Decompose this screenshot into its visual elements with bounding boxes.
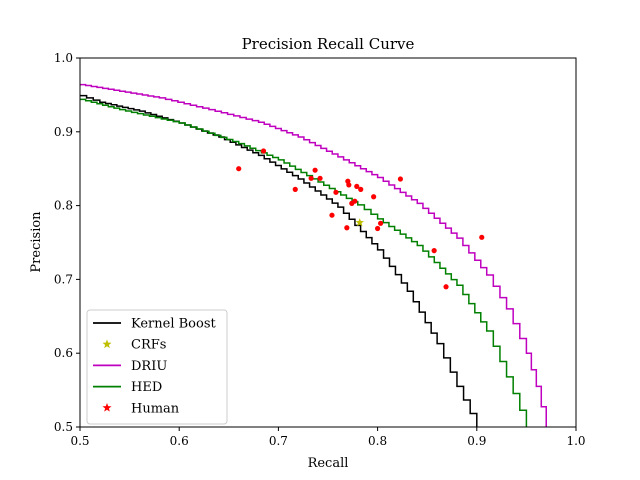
chart-title: Precision Recall Curve [242, 35, 415, 53]
x-tick-label: 0.6 [170, 434, 189, 448]
human-point [397, 176, 404, 182]
y-tick-label: 0.9 [54, 125, 73, 139]
crfs-point [355, 218, 365, 227]
y-tick-label: 0.6 [54, 346, 73, 360]
x-tick-label: 0.9 [467, 434, 486, 448]
hed-curve [80, 98, 528, 427]
x-tick-label: 0.7 [269, 434, 288, 448]
plot-series-group [80, 83, 547, 427]
human-point [292, 186, 298, 192]
y-axis-label: Precision [29, 211, 44, 273]
human-point [333, 189, 339, 195]
plot-frame [79, 57, 577, 428]
y-axis-ticks: 0.5 0.6 0.7 0.8 0.9 1.0 [54, 51, 80, 434]
human-point [443, 284, 449, 290]
human-point [354, 183, 360, 190]
x-tick-label: 0.8 [368, 434, 387, 448]
x-axis-label: Recall [308, 456, 349, 471]
kernel-boost-curve [80, 94, 478, 427]
human-point [346, 182, 352, 188]
human-point [375, 225, 381, 232]
human-point [371, 194, 377, 200]
y-tick-label: 0.5 [54, 420, 73, 434]
human-point [236, 166, 242, 172]
human-point [308, 175, 314, 181]
y-tick-label: 0.7 [54, 272, 73, 286]
human-point [260, 148, 267, 154]
legend-label-hed: HED [131, 380, 162, 395]
human-point [317, 175, 323, 181]
human-point [344, 225, 350, 231]
human-point [377, 220, 384, 226]
x-tick-label: 1.0 [566, 434, 585, 448]
legend-box [86, 309, 228, 425]
x-tick-label: 0.5 [70, 434, 89, 448]
x-axis-ticks: 0.5 0.6 0.7 0.8 0.9 1.0 [70, 427, 586, 448]
human-point [358, 186, 364, 192]
legend: Kernel Boost CRFs DRIU HED Human [86, 309, 228, 425]
human-point [352, 198, 358, 204]
legend-label-crfs: CRFs [131, 338, 166, 353]
human-point [329, 212, 335, 218]
legend-label-human: Human [131, 401, 180, 416]
legend-swatch-crfs [102, 339, 112, 349]
legend-label-driu: DRIU [131, 359, 167, 374]
legend-swatch-human [102, 403, 112, 412]
driu-curve [80, 83, 547, 427]
human-point [431, 248, 437, 254]
legend-label-kernel-boost: Kernel Boost [131, 317, 217, 332]
y-tick-label: 0.8 [54, 199, 73, 213]
human-point [312, 167, 318, 173]
human-point [479, 234, 485, 240]
y-tick-label: 1.0 [54, 51, 73, 65]
